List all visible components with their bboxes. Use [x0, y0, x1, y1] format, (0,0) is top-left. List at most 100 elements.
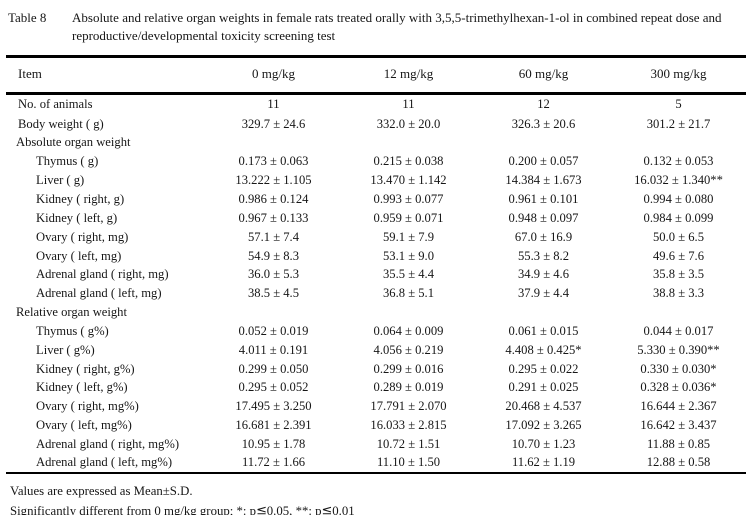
data-cell: 5 [675, 97, 682, 112]
data-cell: 0.295 ± 0.022 [508, 361, 579, 376]
table-row: Body weight ( g) 329.7 ± 24.6 332.0 ± 20.… [6, 115, 746, 134]
data-cell: 55.3 ± 8.2 [518, 248, 569, 263]
data-cell: 0.330 ± 0.030* [640, 361, 717, 376]
data-cell: 16.642 ± 3.437 [640, 418, 717, 433]
data-cell [476, 303, 611, 322]
data-cell: 36.0 ± 5.3 [248, 267, 299, 282]
table-row: Liver ( g%) 4.011 ± 0.191 4.056 ± 0.219 4.… [6, 341, 746, 360]
row-label: Liver ( g%) [36, 342, 95, 357]
organ-weight-table: Item 0 mg/kg 12 mg/kg 60 mg/kg 300 mg/kg… [6, 55, 746, 474]
data-cell: 4.056 ± 0.219 [373, 342, 444, 357]
data-cell: 0.986 ± 0.124 [238, 192, 309, 206]
column-header-item: Item [18, 66, 42, 81]
data-cell: 332.0 ± 20.0 [376, 116, 441, 131]
row-label: No. of animals [18, 97, 93, 112]
row-label: Ovary ( left, mg%) [36, 418, 132, 433]
data-cell: 0.289 ± 0.019 [373, 380, 444, 395]
data-cell: 0.200 ± 0.057 [508, 154, 579, 169]
table-row: Ovary ( left, mg) 54.9 ± 8.3 53.1 ± 9.0 55… [6, 246, 746, 265]
column-header-dose-300: 300 mg/kg [650, 66, 707, 81]
data-cell: 11 [402, 97, 415, 112]
table-row: Ovary ( right, mg) 57.1 ± 7.4 59.1 ± 7.9 6… [6, 228, 746, 247]
data-cell: 0.295 ± 0.052 [238, 380, 309, 395]
data-cell: 50.0 ± 6.5 [653, 229, 704, 244]
table-row: Absolute organ weight [6, 133, 746, 152]
data-cell [476, 133, 611, 152]
table-body: No. of animals 11 11 12 5 Body weight ( g) … [6, 94, 746, 473]
data-cell: 10.72 ± 1.51 [376, 436, 441, 451]
data-cell: 0.328 ± 0.036* [640, 380, 717, 395]
data-cell [611, 133, 746, 152]
table-row: Adrenal gland ( right, mg%) 10.95 ± 1.78… [6, 435, 746, 454]
data-cell: 5.330 ± 0.390** [637, 342, 720, 357]
data-cell: 17.791 ± 2.070 [370, 399, 447, 414]
data-cell: 11 [267, 97, 280, 112]
row-label: Adrenal gland ( right, mg) [36, 267, 169, 282]
table-row: Relative organ weight [6, 303, 746, 322]
data-cell: 59.1 ± 7.9 [383, 229, 434, 244]
table-row: Kidney ( left, g) 0.967 ± 0.133 0.959 ± 0… [6, 209, 746, 228]
table-row: No. of animals 11 11 12 5 [6, 94, 746, 115]
data-cell: 16.644 ± 2.367 [640, 399, 717, 414]
row-label: Kidney ( left, g%) [36, 380, 128, 395]
data-cell: 0.291 ± 0.025 [508, 380, 579, 395]
data-cell: 0.984 ± 0.099 [643, 210, 714, 225]
table-row: Ovary ( right, mg%) 17.495 ± 3.250 17.791… [6, 397, 746, 416]
table-header: Item 0 mg/kg 12 mg/kg 60 mg/kg 300 mg/kg [6, 57, 746, 94]
data-cell: 0.961 ± 0.101 [508, 192, 579, 206]
data-cell [341, 303, 476, 322]
data-cell: 0.959 ± 0.071 [373, 210, 444, 225]
footnote-significance: Significantly different from 0 mg/kg gro… [10, 503, 355, 515]
data-cell: 4.011 ± 0.191 [238, 342, 309, 357]
row-label: Liver ( g) [36, 173, 85, 188]
column-header-dose-0: 0 mg/kg [252, 66, 295, 81]
data-cell: 0.299 ± 0.050 [238, 361, 309, 376]
data-cell: 0.215 ± 0.038 [373, 154, 444, 169]
table-footnotes: Values are expressed as Mean±S.D. Signif… [10, 481, 738, 515]
data-cell: 16.033 ± 2.815 [370, 418, 447, 433]
data-cell: 17.495 ± 3.250 [235, 399, 312, 414]
data-cell: 0.044 ± 0.017 [643, 323, 714, 338]
data-cell: 4.408 ± 0.425* [505, 342, 582, 357]
data-cell: 0.132 ± 0.053 [643, 154, 714, 169]
data-cell [341, 133, 476, 152]
data-cell: 12 [537, 97, 550, 112]
data-cell: 16.032 ± 1.340** [634, 173, 723, 188]
data-cell: 0.948 ± 0.097 [508, 210, 579, 225]
table-row: Kidney ( right, g) 0.986 ± 0.124 0.993 ± … [6, 190, 746, 209]
data-cell: 0.994 ± 0.080 [643, 192, 714, 206]
data-cell: 20.468 ± 4.537 [505, 399, 582, 414]
data-cell: 14.384 ± 1.673 [505, 173, 582, 188]
data-cell: 53.1 ± 9.0 [383, 248, 434, 263]
data-cell: 0.052 ± 0.019 [238, 323, 309, 338]
row-label: Adrenal gland ( left, mg%) [36, 455, 173, 470]
row-label: Ovary ( left, mg) [36, 248, 122, 263]
row-label: Kidney ( right, g) [36, 192, 125, 206]
data-cell: 326.3 ± 20.6 [511, 116, 576, 131]
table-row: Thymus ( g%) 0.052 ± 0.019 0.064 ± 0.009 0… [6, 322, 746, 341]
data-cell: 49.6 ± 7.6 [653, 248, 704, 263]
data-cell: 11.62 ± 1.19 [511, 455, 576, 470]
data-cell: 10.95 ± 1.78 [241, 436, 306, 451]
column-header-dose-12: 12 mg/kg [383, 66, 434, 81]
data-cell: 54.9 ± 8.3 [248, 248, 299, 263]
row-label: Kidney ( left, g) [36, 210, 118, 225]
table-title: Absolute and relative organ weights in f… [72, 10, 722, 43]
data-cell: 0.173 ± 0.063 [238, 154, 309, 169]
table-row: Adrenal gland ( right, mg) 36.0 ± 5.3 35.… [6, 265, 746, 284]
row-label: Ovary ( right, mg) [36, 229, 129, 244]
row-label: Body weight ( g) [18, 116, 104, 131]
data-cell: 0.993 ± 0.077 [373, 192, 444, 206]
footnote-mean-sd: Values are expressed as Mean±S.D. [10, 483, 193, 498]
data-cell [206, 303, 341, 322]
table-row: Adrenal gland ( left, mg%) 11.72 ± 1.66 1… [6, 454, 746, 473]
data-cell: 36.8 ± 5.1 [383, 286, 434, 301]
data-cell: 0.061 ± 0.015 [508, 323, 579, 338]
table-caption: Table 8 Absolute and relative organ weig… [8, 9, 738, 44]
row-label: Thymus ( g) [36, 154, 99, 169]
data-cell: 67.0 ± 16.9 [514, 229, 573, 244]
header-row: Item 0 mg/kg 12 mg/kg 60 mg/kg 300 mg/kg [6, 57, 746, 94]
data-cell: 16.681 ± 2.391 [235, 418, 312, 433]
data-cell: 329.7 ± 24.6 [241, 116, 306, 131]
row-label: Thymus ( g%) [36, 323, 109, 338]
